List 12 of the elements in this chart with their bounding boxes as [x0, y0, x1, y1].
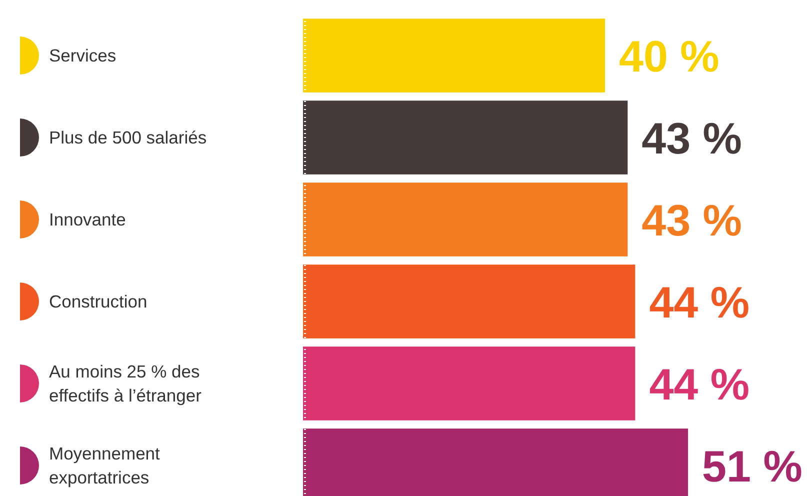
- y-tick-label: Moyennement exportatrices: [49, 443, 160, 488]
- y-tick-label: Services: [49, 46, 116, 66]
- y-tick-label: Innovante: [49, 210, 126, 230]
- data-label: 43 %: [642, 196, 742, 246]
- data-label: 44 %: [649, 278, 750, 328]
- data-label: 43 %: [642, 114, 742, 164]
- data-label: 51 %: [702, 442, 802, 492]
- data-label: 40 %: [619, 32, 720, 82]
- data-label: 44 %: [649, 360, 750, 410]
- y-tick-label: Plus de 500 salariés: [49, 128, 207, 148]
- y-tick-label: Au moins 25 % des effectifs à l’étranger: [49, 361, 202, 406]
- y-tick-label: Construction: [49, 291, 148, 312]
